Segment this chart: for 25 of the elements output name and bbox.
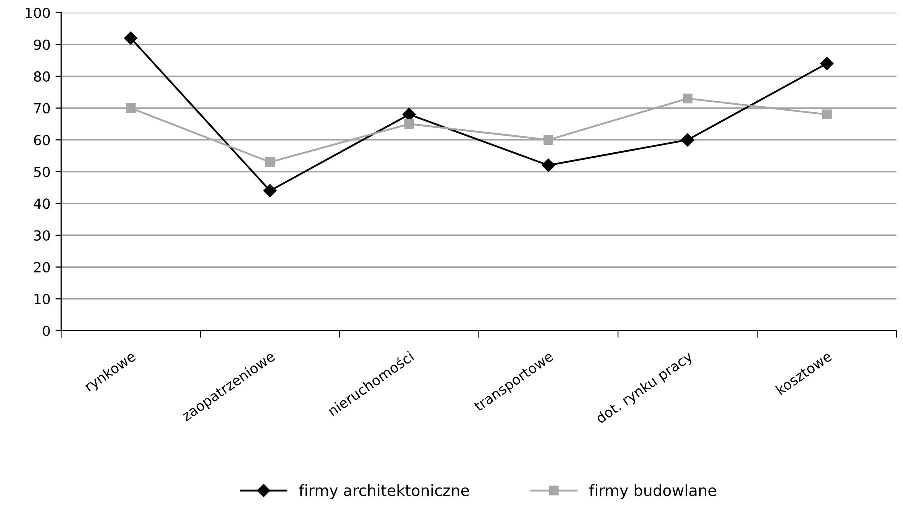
point xyxy=(681,134,694,147)
y-tick-label: 30 xyxy=(34,230,50,241)
legend-label: firmy budowlane xyxy=(590,484,716,500)
point xyxy=(822,110,832,120)
point xyxy=(265,158,276,168)
point xyxy=(404,119,414,130)
legend-label: firmy architektoniczne xyxy=(299,484,470,500)
point xyxy=(264,184,277,198)
point xyxy=(124,32,138,45)
y-tick-label: 50 xyxy=(34,166,50,178)
y-tick-label: 70 xyxy=(34,103,50,114)
y-tick-label: 10 xyxy=(34,294,50,305)
y-tick-label: 60 xyxy=(34,135,50,146)
point xyxy=(820,57,834,70)
point xyxy=(544,135,554,145)
point xyxy=(126,103,136,114)
point xyxy=(683,94,693,104)
y-tick-label: 80 xyxy=(34,71,50,82)
y-tick-label: 100 xyxy=(26,8,50,18)
y-tick-label: 40 xyxy=(34,198,50,210)
y-tick-label: 20 xyxy=(34,262,50,273)
y-tick-label: 90 xyxy=(34,40,50,50)
point xyxy=(402,108,416,122)
y-tick-label: 0 xyxy=(43,326,50,336)
point xyxy=(542,158,556,172)
